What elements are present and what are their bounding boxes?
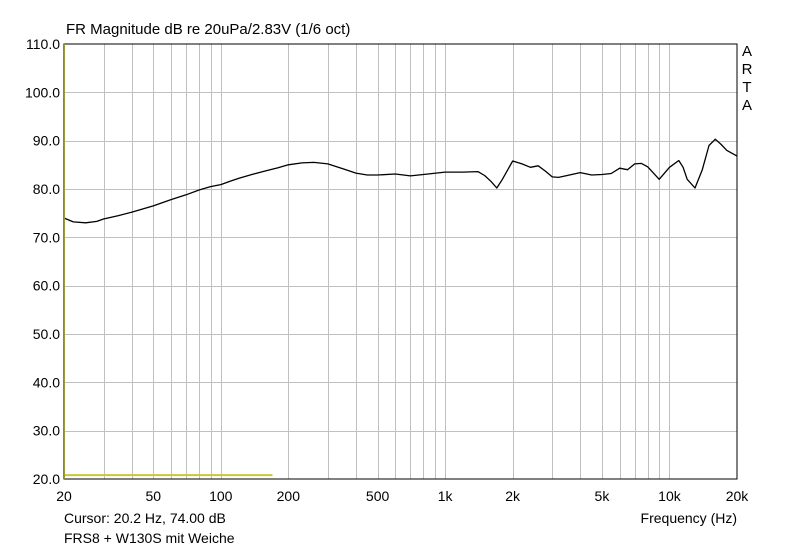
y-tick-label: 80.0 — [33, 181, 60, 197]
brand-letter: R — [741, 61, 753, 78]
x-tick-label: 1k — [438, 488, 454, 504]
response-curve — [63, 138, 738, 224]
x-tick-label: 10k — [658, 488, 682, 504]
cursor-readout: Cursor: 20.2 Hz, 74.00 dB — [64, 510, 226, 526]
y-tick-label: 70.0 — [33, 229, 60, 245]
y-tick-labels: 110.0 100.0 90.0 80.0 70.0 60.0 50.0 40.0 30.0 20… — [25, 36, 60, 487]
y-tick-label: 50.0 — [33, 326, 60, 342]
x-tick-label: 50 — [145, 488, 161, 504]
x-tick-label: 5k — [595, 488, 611, 504]
series-layer — [63, 138, 738, 477]
x-tick-label: 20 — [56, 488, 72, 504]
y-tick-label: 90.0 — [33, 133, 60, 149]
arta-brand: A R T A — [740, 43, 754, 115]
brand-letter: A — [741, 97, 752, 114]
y-tick-label: 40.0 — [33, 374, 60, 390]
horizontal-grid — [64, 92, 737, 432]
x-tick-label: 200 — [277, 488, 301, 504]
brand-letter: A — [741, 43, 752, 60]
x-tick-label: 20k — [726, 488, 750, 504]
plot-frame — [63, 43, 738, 480]
vertical-grid — [104, 44, 670, 479]
x-axis-label: Frequency (Hz) — [640, 510, 737, 526]
y-tick-label: 110.0 — [26, 36, 60, 52]
x-tick-label: 500 — [366, 488, 390, 504]
x-tick-label: 2k — [505, 488, 521, 504]
y-tick-label: 20.0 — [33, 471, 60, 487]
chart-title: FR Magnitude dB re 20uPa/2.83V (1/6 oct) — [66, 21, 351, 38]
y-tick-label: 60.0 — [33, 278, 60, 294]
measurement-name: FRS8 + W130S mit Weiche — [64, 530, 235, 546]
x-tick-labels: 20 50 100 200 500 1k 2k 5k 10k 20k — [56, 488, 749, 504]
brand-letter: T — [742, 79, 752, 96]
x-tick-label: 100 — [209, 488, 233, 504]
y-tick-label: 100.0 — [25, 84, 60, 100]
y-tick-label: 30.0 — [33, 423, 60, 439]
